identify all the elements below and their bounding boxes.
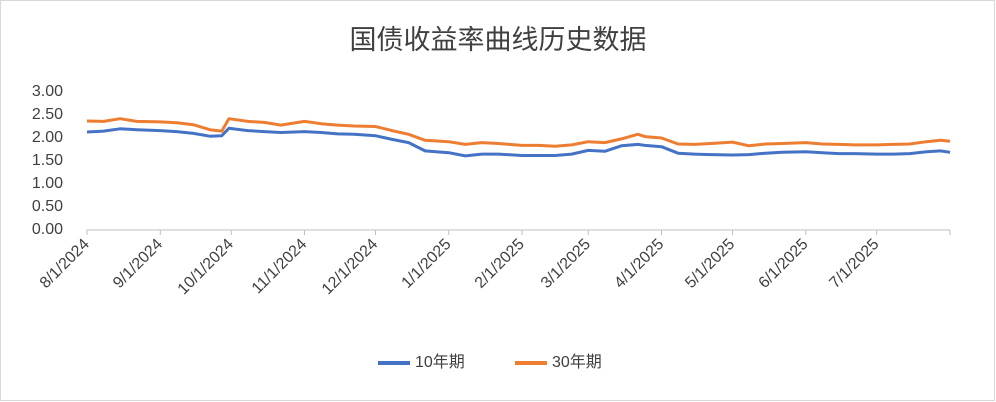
- y-tick-label: 2.50: [32, 106, 63, 123]
- chart-title: 国债收益率曲线历史数据: [350, 25, 647, 55]
- series-line: [86, 126, 951, 158]
- y-tick-label: 2.00: [32, 129, 63, 146]
- y-tick-label: 0.00: [32, 221, 63, 238]
- legend-label: 10年期: [415, 353, 465, 371]
- y-tick-label: 0.50: [32, 198, 63, 215]
- y-tick-label: 1.50: [32, 152, 63, 169]
- series-line: [86, 117, 951, 148]
- legend-label: 30年期: [552, 353, 602, 371]
- y-tick-label: 3.00: [32, 83, 63, 100]
- y-tick-label: 1.00: [32, 175, 63, 192]
